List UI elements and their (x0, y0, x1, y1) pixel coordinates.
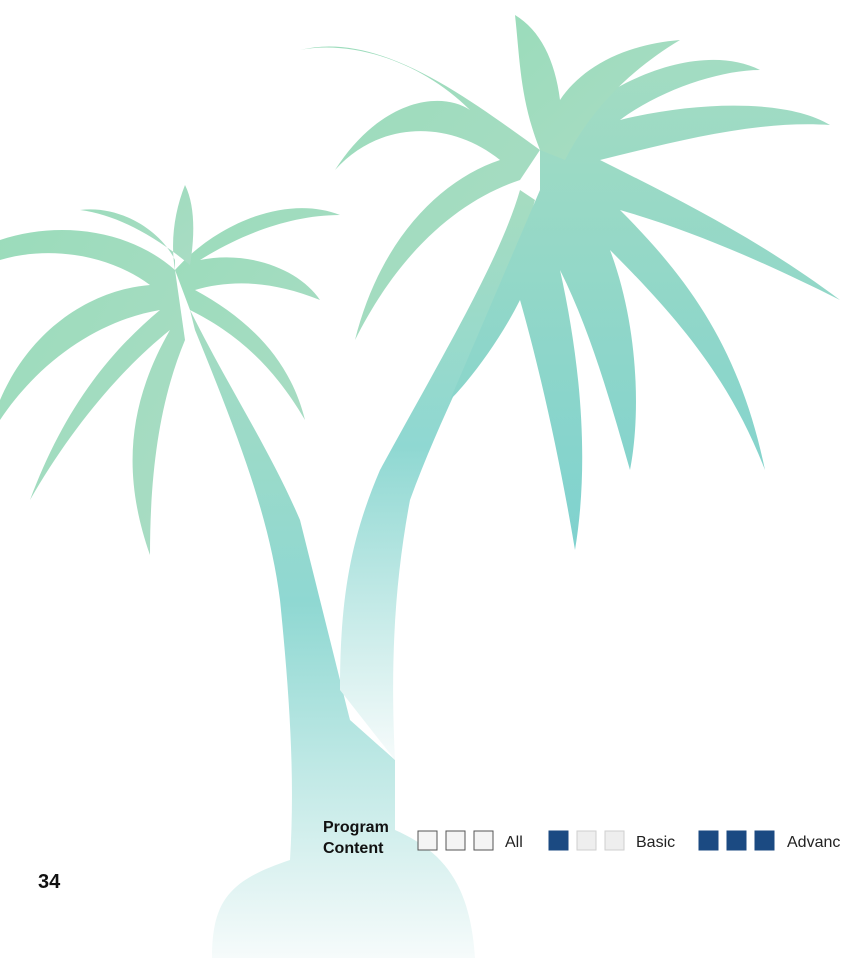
page-number: 34 (38, 871, 61, 893)
level-box (754, 830, 775, 851)
legend-title: Program (323, 819, 389, 836)
legend-title: Content (323, 840, 384, 857)
level-box (726, 830, 747, 851)
program-content-legend: Program Content All Basic Advanc (323, 819, 840, 857)
level-box (445, 830, 466, 851)
level-box (698, 830, 719, 851)
level-box (417, 830, 438, 851)
level-box (548, 830, 569, 851)
legend-item-label: All (505, 834, 523, 851)
level-box (473, 830, 494, 851)
legend-item-label: Basic (636, 834, 675, 851)
legend-item-label: Advanc (787, 834, 840, 851)
palm-illustration (0, 15, 840, 958)
level-box (576, 830, 597, 851)
level-box (604, 830, 625, 851)
